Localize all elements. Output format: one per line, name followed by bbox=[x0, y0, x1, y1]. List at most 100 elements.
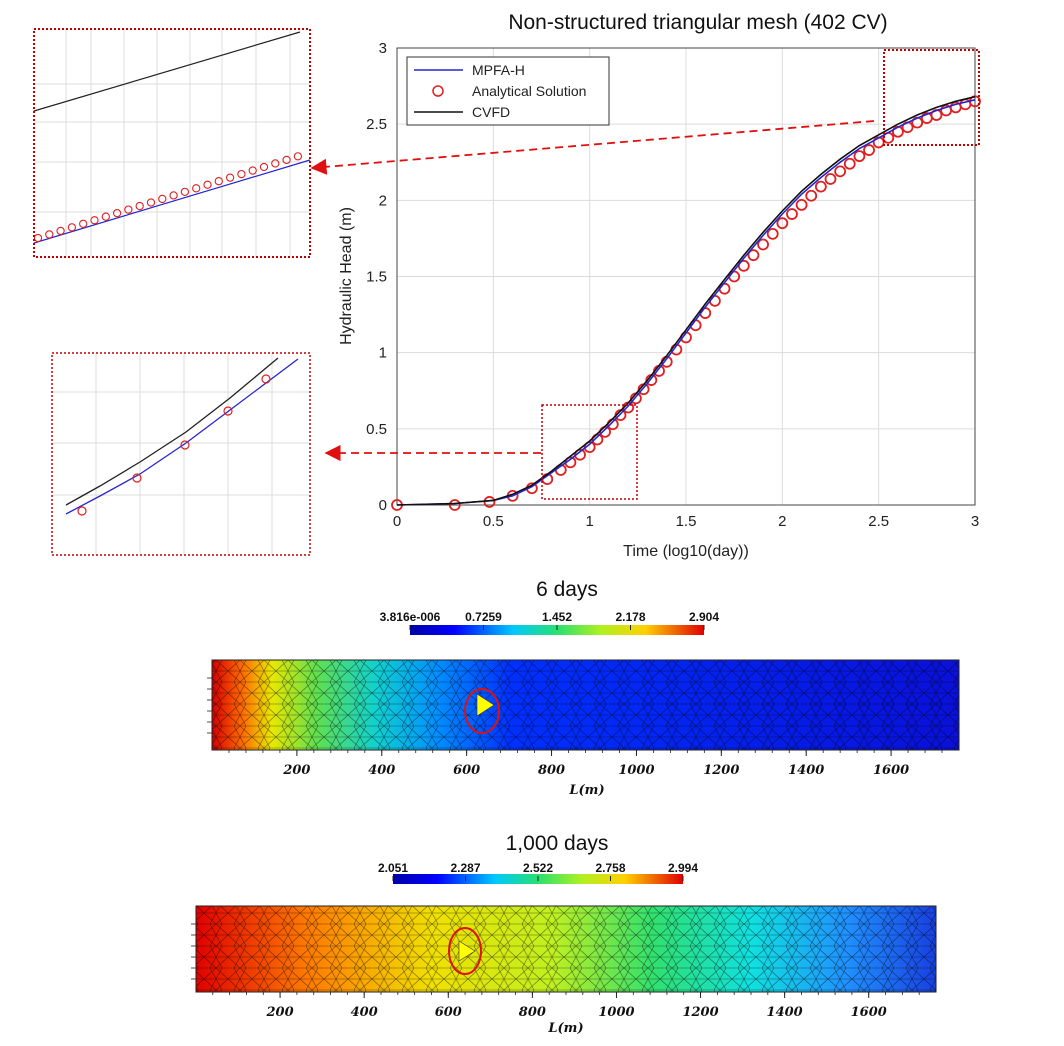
analytical-point bbox=[824, 173, 837, 185]
colorbar-label: 0.7259 bbox=[465, 610, 502, 624]
inset-analytical-point bbox=[90, 216, 99, 225]
inset-middle-background bbox=[52, 353, 310, 555]
inset-middle-mpfa-line bbox=[65, 358, 299, 515]
y-axis-label: Hydraulic Head (m) bbox=[338, 207, 355, 345]
y-tick-label: 3 bbox=[379, 40, 387, 57]
mesh-x-tick-label: 1600 bbox=[851, 1005, 887, 1020]
inset-analytical-point bbox=[203, 180, 212, 189]
colorbar-label: 2.904 bbox=[689, 610, 719, 624]
inset-analytical-point bbox=[237, 169, 246, 179]
x-tick-label: 1.5 bbox=[676, 513, 697, 530]
mesh-x-tick-label: 1200 bbox=[682, 1005, 718, 1020]
mesh-x-tick-label: 1400 bbox=[788, 763, 824, 778]
inset-analytical-point bbox=[79, 219, 88, 228]
analytical-point bbox=[853, 150, 866, 163]
colorbar-label: 3.816e-006 bbox=[380, 610, 441, 624]
analytical-point bbox=[737, 259, 750, 272]
x-axis-6-days: 200 400 600 800 1000 1200 1400 1600 bbox=[207, 677, 943, 778]
x-tick-label: 2 bbox=[778, 513, 786, 530]
x-axis-1000-days: 200 400 600 800 1000 1200 1400 1600 bbox=[191, 923, 920, 1020]
well-marker-1000-days bbox=[458, 940, 476, 962]
colorbar-label: 2.178 bbox=[615, 610, 645, 624]
inset-analytical-point bbox=[169, 191, 178, 200]
inset-analytical-point bbox=[225, 173, 235, 182]
y-tick-label: 1.5 bbox=[366, 269, 387, 286]
inset-analytical-point bbox=[282, 155, 291, 165]
inset-analytical-point bbox=[45, 230, 54, 239]
chart-title: Non-structured triangular mesh (402 CV) bbox=[508, 11, 887, 34]
inset-analytical-point bbox=[67, 223, 77, 232]
analytical-point bbox=[747, 249, 760, 262]
well-ellipse-6-days bbox=[464, 688, 500, 734]
analytical-point bbox=[483, 496, 496, 508]
inset-analytical-point bbox=[33, 233, 43, 243]
analytical-point bbox=[863, 144, 875, 156]
x-axis-label-1000-days: L(m) bbox=[547, 1021, 583, 1036]
inset-upper-background bbox=[34, 29, 310, 257]
y-tick-label: 2 bbox=[379, 192, 387, 209]
legend-label-analytical: Analytical Solution bbox=[472, 83, 586, 99]
panel-1000-days-title: 1,000 days bbox=[506, 832, 609, 855]
analytical-point bbox=[814, 180, 827, 193]
inset-upper-cvfd-line bbox=[33, 31, 301, 112]
x-axis-label-6-days: L(m) bbox=[568, 783, 604, 798]
inset-analytical-point bbox=[180, 187, 190, 196]
analytical-point bbox=[805, 189, 818, 202]
colorbar-label: 2.994 bbox=[668, 861, 698, 875]
analytical-point bbox=[786, 208, 798, 220]
mesh-x-tick-label: 800 bbox=[519, 1005, 546, 1020]
inset-analytical-point bbox=[124, 205, 133, 214]
inset-analytical-point bbox=[293, 152, 303, 161]
mpfa-h-line bbox=[396, 99, 976, 506]
analytical-point bbox=[448, 499, 461, 511]
inset-middle-markers bbox=[77, 374, 271, 516]
colorbar-label: 2.758 bbox=[595, 861, 625, 875]
zoom-arrow-upper bbox=[310, 120, 875, 175]
analytical-point bbox=[795, 199, 808, 211]
zoom-inset-middle bbox=[51, 352, 311, 556]
zoom-inset-upper bbox=[33, 28, 311, 258]
analytical-point bbox=[834, 165, 847, 178]
inset-analytical-point bbox=[101, 212, 110, 221]
inset-analytical-point bbox=[259, 162, 269, 172]
panel-6-days: 6 days 3.816e-006 0.7259 1.452 2.178 2.904 2… bbox=[207, 578, 960, 798]
legend-label-mpfa: MPFA-H bbox=[472, 62, 525, 78]
mesh-x-tick-label: 600 bbox=[453, 763, 480, 778]
zoom-box-middle bbox=[541, 404, 638, 500]
x-axis-label: Time (log10(day)) bbox=[623, 543, 749, 560]
x-tick-labels: 0 0.5 1 1.5 2 2.5 3 bbox=[393, 513, 979, 530]
legend-label-cvfd: CVFD bbox=[472, 104, 510, 120]
mesh-1000-days bbox=[196, 906, 936, 992]
plot-frame bbox=[396, 47, 976, 506]
y-tick-label: 2.5 bbox=[366, 116, 387, 133]
analytical-point bbox=[843, 157, 856, 170]
colorbar-label: 2.522 bbox=[523, 861, 553, 875]
inset-middle-frame bbox=[51, 352, 311, 556]
legend: MPFA-H Analytical Solution CVFD bbox=[406, 56, 610, 126]
well-ellipse-1000-days bbox=[448, 927, 482, 975]
inset-analytical-point bbox=[158, 194, 167, 204]
panel-1000-days: 1,000 days 2.051 2.287 2.522 2.758 2.994 200… bbox=[191, 832, 937, 1036]
mesh-6-days bbox=[212, 660, 959, 750]
mesh-x-tick-label: 1400 bbox=[767, 1005, 803, 1020]
colorbar-1000-days-labels: 2.051 2.287 2.522 2.758 2.994 bbox=[378, 861, 698, 881]
inset-analytical-point bbox=[248, 166, 257, 175]
inset-upper-frame bbox=[33, 28, 311, 258]
y-tick-label: 0.5 bbox=[366, 421, 387, 438]
analytical-point bbox=[776, 217, 789, 230]
inset-analytical-point bbox=[135, 201, 144, 211]
panel-6-days-title: 6 days bbox=[536, 578, 598, 601]
mesh-x-tick-label: 200 bbox=[282, 763, 310, 778]
y-tick-label: 1 bbox=[379, 345, 387, 362]
x-tick-label: 3 bbox=[971, 513, 979, 530]
analytical-point bbox=[766, 227, 779, 240]
mesh-x-tick-label: 400 bbox=[368, 763, 395, 778]
inset-analytical-point bbox=[112, 208, 122, 218]
inset-upper-markers bbox=[33, 152, 303, 243]
y-tick-label: 0 bbox=[379, 497, 387, 514]
x-tick-label: 0 bbox=[393, 513, 401, 530]
colorbar-6-days-labels: 3.816e-006 0.7259 1.452 2.178 2.904 bbox=[380, 610, 719, 630]
inset-analytical-point bbox=[214, 177, 223, 186]
x-tick-label: 0.5 bbox=[483, 513, 504, 530]
